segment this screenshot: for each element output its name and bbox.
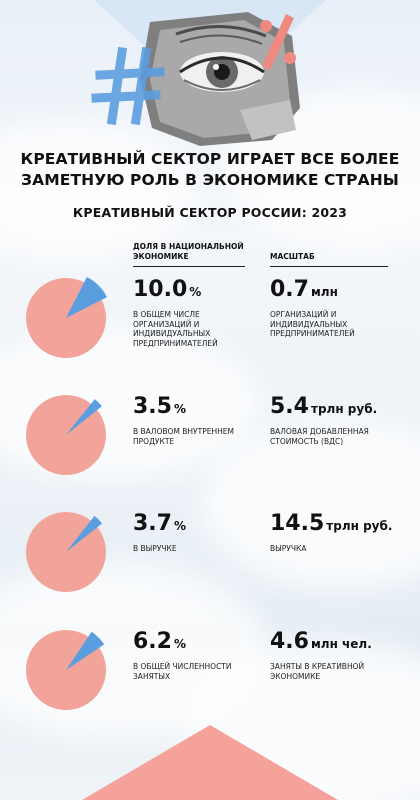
share-value-unit: % [173,402,187,416]
share-description: В ВЫРУЧКЕ [133,544,177,553]
pie-chart-2 [26,395,106,475]
headline-line-1: КРЕАТИВНЫЙ СЕКТОР ИГРАЕТ ВСЕ БОЛЕЕ [20,150,400,168]
column-header-share: ДОЛЯ В НАЦИОНАЛЬНОЙ ЭКОНОМИКЕ [133,242,245,267]
headline: КРЕАТИВНЫЙ СЕКТОР ИГРАЕТ ВСЕ БОЛЕЕ ЗАМЕТ… [0,149,420,191]
scale-description: ВЫРУЧКА [270,544,307,553]
bottom-triangle [82,725,338,800]
share-value-number: 3.7 [133,511,172,536]
scale-value-unit: млн чел. [310,637,372,651]
pie-slice-share [66,631,105,670]
share-value: 6.2% [133,630,253,656]
pie-slice-share [66,515,103,552]
scale-value: 4.6 млн чел. [270,630,405,656]
pie-chart-4 [26,630,106,710]
scale-value-unit: трлн руб. [326,519,393,533]
subheadline: КРЕАТИВНЫЙ СЕКТОР РОССИИ: 2023 [72,205,348,220]
share-value: 3.5% [133,395,253,421]
share-value: 10.0% [133,278,253,304]
scale-value-unit: трлн руб. [310,402,378,416]
scale-value-unit: млн [310,285,338,299]
pie-slice-share [66,277,107,318]
share-description: В ОБЩЕМ ЧИСЛЕ ОРГАНИЗАЦИЙ И ИНДИВИДУАЛЬН… [133,310,218,348]
scale-value: 14.5 трлн руб. [270,512,405,538]
eye-collage [140,12,300,146]
headline-line-2: ЗАМЕТНУЮ РОЛЬ В ЭКОНОМИКЕ СТРАНЫ [21,171,399,189]
scale-description: ОРГАНИЗАЦИЙ И ИНДИВИДУАЛЬНЫХ ПРЕДПРИНИМА… [270,310,355,338]
scale-description: ВАЛОВАЯ ДОБАВЛЕННАЯ СТОИМОСТЬ (ВДС) [270,427,369,446]
share-description: В ОБЩЕЙ ЧИСЛЕННОСТИ ЗАНЯТЫХ [133,662,232,681]
share-value-unit: % [173,519,187,533]
pie-slice-share [66,399,102,435]
share-stat-4: 6.2% В ОБЩЕЙ ЧИСЛЕННОСТИ ЗАНЯТЫХ [133,630,253,681]
pie-chart-1 [26,277,107,358]
share-value: 3.7% [133,512,253,538]
share-value-number: 3.5 [133,394,172,419]
pie-chart-3 [26,512,106,592]
scale-stat-2: 5.4 трлн руб. ВАЛОВАЯ ДОБАВЛЕННАЯ СТОИМОСТ… [270,395,405,446]
scale-stat-4: 4.6 млн чел. ЗАНЯТЫ В КРЕАТИВНОЙ ЭКОНОМИКЕ [270,630,405,681]
scale-stat-1: 0.7 млн ОРГАНИЗАЦИЙ И ИНДИВИДУАЛЬНЫХ ПРЕДП… [270,278,405,339]
scale-value: 5.4 трлн руб. [270,395,405,421]
scale-description: ЗАНЯТЫ В КРЕАТИВНОЙ ЭКОНОМИКЕ [270,662,365,681]
share-value-number: 10.0 [133,277,188,302]
hashtag-icon [91,46,165,126]
scale-value: 0.7 млн [270,278,405,304]
scale-stat-3: 14.5 трлн руб. ВЫРУЧКА [270,512,405,554]
share-stat-3: 3.7% В ВЫРУЧКЕ [133,512,253,554]
share-value-unit: % [189,285,202,299]
column-header-scale: МАСШТАБ [270,252,388,267]
share-value-unit: % [173,637,187,651]
share-stat-2: 3.5% В ВАЛОВОМ ВНУТРЕННЕМ ПРОДУКТЕ [133,395,253,446]
percent-icon [260,14,296,70]
share-value-number: 6.2 [133,629,172,654]
scale-value-number: 4.6 [270,629,309,654]
share-stat-1: 10.0% В ОБЩЕМ ЧИСЛЕ ОРГАНИЗАЦИЙ И ИНДИВИД… [133,278,253,348]
scale-value-number: 0.7 [270,277,309,302]
share-description: В ВАЛОВОМ ВНУТРЕННЕМ ПРОДУКТЕ [133,427,234,446]
scale-value-number: 14.5 [270,511,325,536]
scale-value-number: 5.4 [270,394,309,419]
